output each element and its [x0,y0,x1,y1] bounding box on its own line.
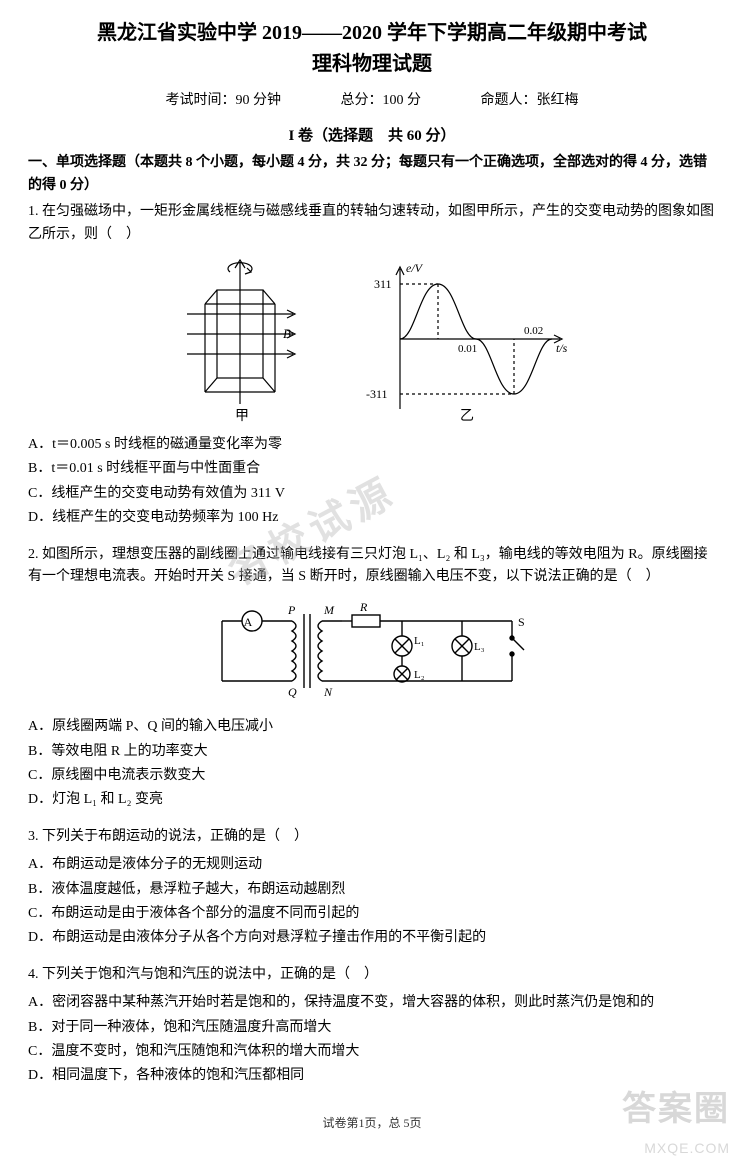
exam-meta-row: 考试时间：90 分钟 总分：100 分 命题人：张红梅 [28,90,716,112]
q1-figure-row: B 甲 e/V 311 -311 0.01 [28,254,716,424]
q2-label-P: P [287,603,296,617]
question-4: 4. 下列关于饱和汽与饱和汽压的说法中，正确的是（ ） A．密闭容器中某种蒸汽开… [28,964,716,1088]
q4-opt-A: A．密闭容器中某种蒸汽开始时若是饱和的，保持温度不变，增大容器的体积，则此时蒸汽… [28,992,716,1014]
q1-opt-C: C．线框产生的交变电动势有效值为 311 V [28,483,716,505]
q2-stem: 2. 如图所示，理想变压器的副线圈上通过输电线接有三只灯泡 L₁、L₂ 和 L₃… [28,544,716,589]
q1-opt-A: A．t＝0.005 s 时线框的磁通量变化率为零 [28,434,716,456]
q2-ammeter: A [244,615,253,629]
q1-right-xlabel: t/s [556,341,568,355]
q2-label-L1: L₁ [414,635,425,647]
q1-stem: 1. 在匀强磁场中，一矩形金属线框绕与磁感线垂直的转轴匀速转动，如图甲所示，产生… [28,201,716,246]
q2-opt-B: B．等效电阻 R 上的功率变大 [28,741,716,763]
exam-title-line1: 黑龙江省实验中学 2019——2020 学年下学期高二年级期中考试 [28,18,716,48]
q1-right-ymax: 311 [374,277,392,291]
q2-label-L2: L₂ [414,669,425,681]
exam-title-line2: 理科物理试题 [28,48,716,80]
q3-opt-B: B．液体温度越低，悬浮粒子越大，布朗运动越剧烈 [28,879,716,901]
q4-opt-C: C．温度不变时，饱和汽压随饱和汽体积的增大而增大 [28,1041,716,1063]
q1-left-B-label: B [283,326,291,341]
q2-opt-D: D．灯泡 L₁ 和 L₂ 变亮 [28,789,716,811]
q1-right-ymin: -311 [366,387,388,401]
q1-figure-left: B 甲 [175,254,305,424]
q2-opt-A: A．原线圈两端 P、Q 间的输入电压减小 [28,716,716,738]
q1-left-caption: 甲 [235,409,249,424]
question-3: 3. 下列关于布朗运动的说法，正确的是（ ） A．布朗运动是液体分子的无规则运动… [28,826,716,950]
q1-opt-B: B．t＝0.01 s 时线框平面与中性面重合 [28,458,716,480]
q4-stem: 4. 下列关于饱和汽与饱和汽压的说法中，正确的是（ ） [28,964,716,986]
q1-right-xt2: 0.02 [524,325,543,337]
meta-time: 考试时间：90 分钟 [166,90,282,112]
section1-instructions: 一、单项选择题（本题共 8 个小题，每小题 4 分，共 32 分；每题只有一个正… [28,152,716,197]
meta-total: 总分：100 分 [341,90,422,112]
q3-opt-C: C．布朗运动是由于液体各个部分的温度不同而引起的 [28,903,716,925]
q1-right-caption: 乙 [460,408,474,424]
q4-opt-B: B．对于同一种液体，饱和汽压随温度升高而增大 [28,1017,716,1039]
q2-label-Q: Q [288,685,297,699]
q2-label-S: S [518,615,525,629]
q3-opt-D: D．布朗运动是由液体分子从各个方向对悬浮粒子撞击作用的不平衡引起的 [28,927,716,949]
q2-circuit: A P Q M N R L₁ L₂ L₃ S [212,596,532,706]
q1-opt-D: D．线框产生的交变电动势频率为 100 Hz [28,507,716,529]
section1-heading: I 卷（选择题 共 60 分） [28,124,716,148]
q2-label-N: N [323,685,333,699]
q1-right-xt1: 0.01 [458,343,477,355]
question-2: 2. 如图所示，理想变压器的副线圈上通过输电线接有三只灯泡 L₁、L₂ 和 L₃… [28,544,716,812]
watermark-br-line2: MXQE.COM [622,1137,730,1159]
q2-label-L3: L₃ [474,641,485,653]
question-1: 1. 在匀强磁场中，一矩形金属线框绕与磁感线垂直的转轴匀速转动，如图甲所示，产生… [28,201,716,529]
q3-stem: 3. 下列关于布朗运动的说法，正确的是（ ） [28,826,716,848]
page-footer: 试卷第1页，总 5页 [28,1114,716,1133]
q2-label-R: R [359,600,368,614]
q1-right-ylabel: e/V [406,261,424,275]
q2-opt-C: C．原线圈中电流表示数变大 [28,765,716,787]
q2-label-M: M [323,603,335,617]
q4-opt-D: D．相同温度下，各种液体的饱和汽压都相同 [28,1065,716,1087]
q2-figure-row: A P Q M N R L₁ L₂ L₃ S [28,596,716,706]
q1-figure-right: e/V 311 -311 0.01 0.02 t/s 乙 [360,254,570,424]
meta-author: 命题人：张红梅 [481,90,579,112]
q3-opt-A: A．布朗运动是液体分子的无规则运动 [28,854,716,876]
